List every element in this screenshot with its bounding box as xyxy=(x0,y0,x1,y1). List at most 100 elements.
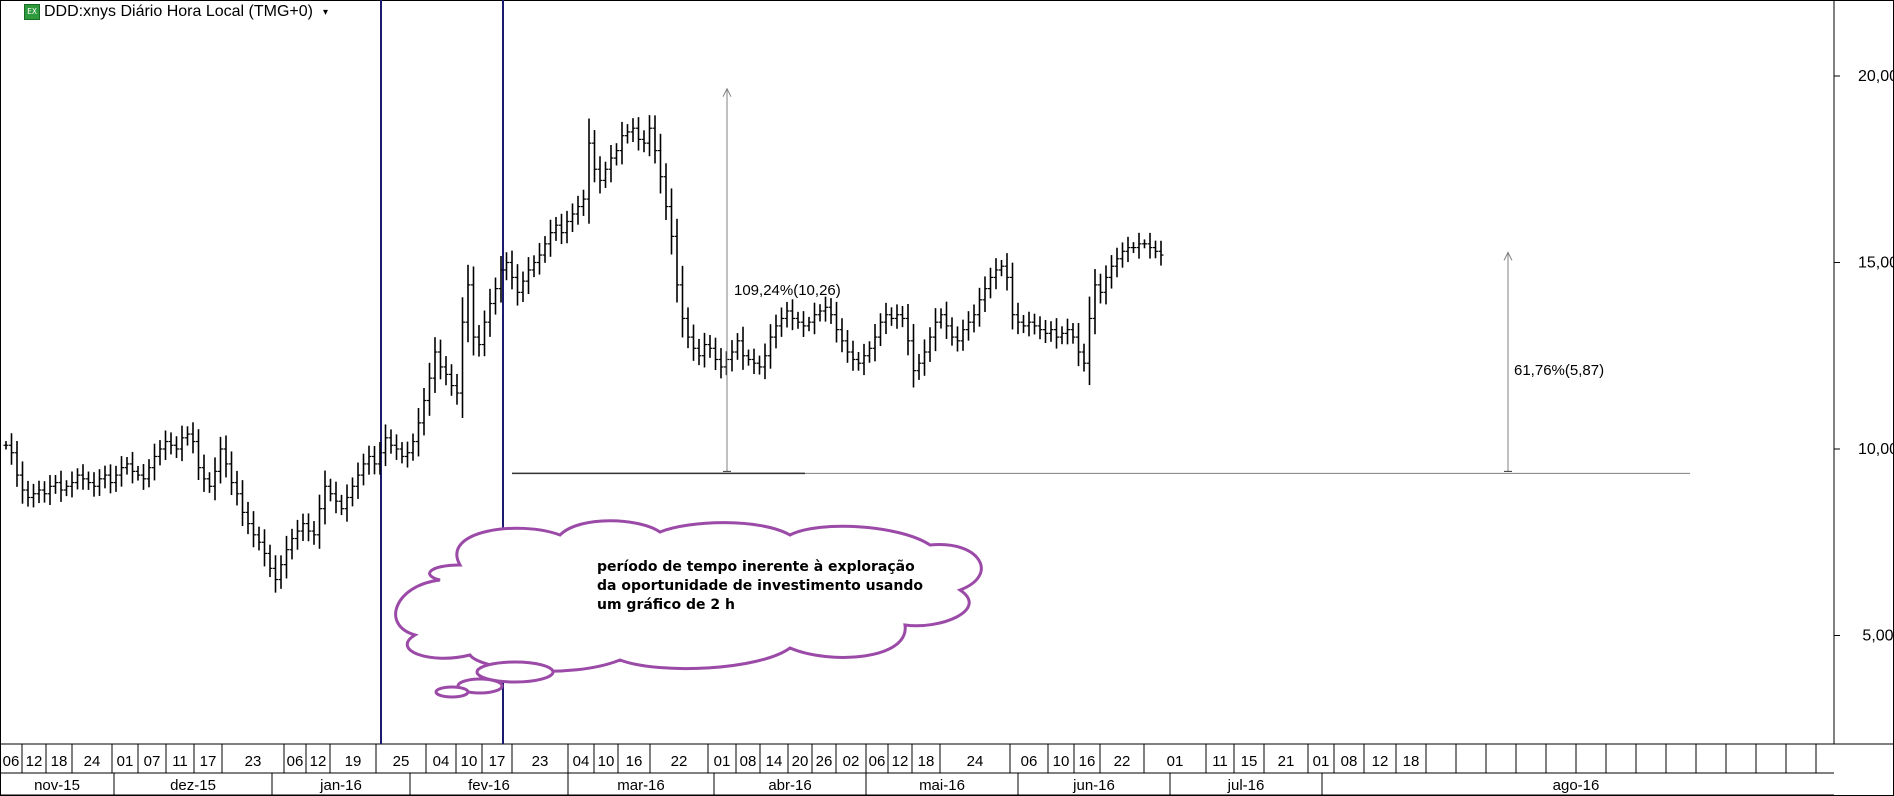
day-tick-label: 07 xyxy=(144,753,161,770)
chart-header[interactable]: EX DDD:xnys Diário Hora Local (TMG+0) ▾ xyxy=(24,2,328,22)
month-label: nov-15 xyxy=(34,777,80,794)
price-bar xyxy=(218,436,223,484)
price-tick-label: 10,00 xyxy=(1858,441,1894,458)
price-bar xyxy=(355,462,361,499)
price-bar xyxy=(691,324,696,361)
price-bar xyxy=(988,267,993,299)
price-bar xyxy=(443,356,449,386)
day-tick-label: 14 xyxy=(766,753,783,770)
price-bar xyxy=(102,465,108,489)
price-bar xyxy=(949,317,955,346)
measure-tools[interactable] xyxy=(512,87,1690,475)
price-bar xyxy=(922,339,927,376)
price-bar xyxy=(548,219,553,257)
price-bar xyxy=(806,316,812,332)
price-bar xyxy=(20,461,25,504)
day-tick-label: 01 xyxy=(1167,753,1184,770)
chart-symbol-title[interactable]: DDD:xnys Diário Hora Local (TMG+0) xyxy=(44,3,313,20)
price-bar xyxy=(603,161,608,188)
price-bar xyxy=(1037,316,1043,340)
price-bar xyxy=(168,432,174,455)
price-bar xyxy=(674,218,680,303)
price-bar xyxy=(130,451,135,484)
price-bar xyxy=(971,304,977,333)
price-bar xyxy=(465,264,471,343)
price-bar xyxy=(25,480,31,507)
price-bar xyxy=(69,471,75,498)
price-bar xyxy=(839,318,845,353)
day-tick-label: 08 xyxy=(740,753,757,770)
day-tick-label: 24 xyxy=(84,753,101,770)
price-bar xyxy=(284,535,289,579)
price-bar xyxy=(658,133,663,194)
month-label: jan-16 xyxy=(319,777,362,794)
day-tick-label: 06 xyxy=(3,753,20,770)
price-bar xyxy=(955,326,960,352)
day-tick-label: 10 xyxy=(1053,753,1070,770)
day-tick-label: 24 xyxy=(967,753,984,770)
price-bar xyxy=(966,311,971,341)
month-label: dez-15 xyxy=(170,777,216,794)
price-bar xyxy=(889,307,894,326)
price-bar xyxy=(245,501,251,535)
price-bar xyxy=(399,442,405,464)
price-bar xyxy=(718,348,724,379)
price-bar xyxy=(251,511,256,548)
price-bar xyxy=(317,494,322,549)
price-bar xyxy=(438,339,443,380)
price-bar xyxy=(1043,319,1048,344)
price-bar xyxy=(757,355,762,375)
price-bar xyxy=(163,430,168,461)
price-bar xyxy=(1087,296,1092,386)
price-bar xyxy=(262,529,267,567)
rise-percentage-label: 109,24%(10,26) xyxy=(734,282,841,299)
price-axis[interactable]: 20,00 15,00 10,00 5,00 xyxy=(1834,68,1894,645)
thought-cloud-annotation[interactable] xyxy=(394,519,983,699)
price-bar xyxy=(141,464,146,490)
month-label: jun-16 xyxy=(1072,777,1115,794)
day-tick-label: 18 xyxy=(1403,753,1420,770)
day-tick-label: 25 xyxy=(393,753,410,770)
price-bar xyxy=(713,337,718,371)
day-tick-label: 10 xyxy=(461,753,478,770)
price-bar xyxy=(779,307,784,337)
price-bar xyxy=(64,480,69,497)
price-bar xyxy=(542,236,548,263)
day-tick-label: 16 xyxy=(1079,753,1096,770)
price-bar xyxy=(1004,253,1010,291)
price-bar xyxy=(1131,242,1136,254)
price-bar xyxy=(504,252,509,281)
day-tick-label: 12 xyxy=(26,753,43,770)
price-bar xyxy=(273,555,278,593)
price-bar xyxy=(1059,326,1065,345)
price-bar xyxy=(850,340,856,371)
price-bar xyxy=(856,352,861,371)
price-bar xyxy=(812,302,817,335)
price-bar xyxy=(339,494,344,516)
price-bar xyxy=(1098,273,1103,304)
price-bar xyxy=(482,310,487,357)
price-bar xyxy=(493,277,498,315)
day-tick-label: 26 xyxy=(816,753,833,770)
price-bar xyxy=(476,325,482,357)
price-bar xyxy=(570,203,575,233)
price-bar xyxy=(1120,242,1125,268)
chevron-down-icon[interactable]: ▾ xyxy=(322,6,328,18)
price-bar xyxy=(1048,321,1054,342)
day-tick-label: 20 xyxy=(792,753,809,770)
day-tick-label: 17 xyxy=(489,753,506,770)
measure-arrow-head xyxy=(1503,251,1513,261)
day-tick-label: 17 xyxy=(200,753,217,770)
price-bar xyxy=(581,189,586,216)
month-label: fev-16 xyxy=(468,777,510,794)
price-bar xyxy=(1081,343,1087,372)
day-tick-label: 06 xyxy=(1021,753,1038,770)
time-axis[interactable]: 06 12 18 24 01 07 11 17 23 06 12 19 25 04 10 17 23 04 10 16… xyxy=(3,744,1817,795)
price-bar xyxy=(663,163,669,220)
day-tick-label: 12 xyxy=(1372,753,1389,770)
price-bar xyxy=(1158,240,1164,266)
day-tick-label: 21 xyxy=(1278,753,1295,770)
day-tick-label: 12 xyxy=(892,753,909,770)
